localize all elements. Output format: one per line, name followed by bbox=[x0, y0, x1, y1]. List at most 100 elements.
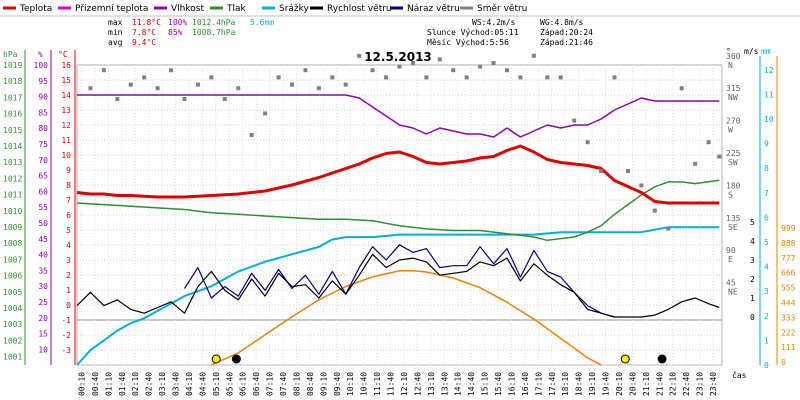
wind-direction-point bbox=[491, 61, 496, 65]
x-tick: 13:10 bbox=[427, 372, 436, 396]
stat-max-label: max bbox=[108, 18, 123, 27]
wind-direction-point bbox=[451, 68, 456, 73]
humidity-tick: 40 bbox=[38, 251, 48, 260]
x-tick: 15:10 bbox=[481, 372, 490, 396]
wind-tick: 4 bbox=[750, 237, 755, 246]
x-tick: 16:40 bbox=[521, 372, 530, 396]
wind-direction-point bbox=[169, 68, 174, 73]
wind-direction-point bbox=[612, 75, 617, 80]
pressure-tick: 1009 bbox=[3, 223, 22, 232]
wind-direction-point bbox=[652, 208, 657, 213]
wind-direction-point bbox=[343, 82, 348, 87]
x-tick: 10:40 bbox=[360, 372, 369, 396]
x-tick: 12:40 bbox=[413, 372, 422, 396]
stat-min-label: min bbox=[108, 28, 123, 37]
wind-direction-point bbox=[693, 161, 698, 166]
direction-tick-label: NE bbox=[728, 288, 738, 297]
sun-tick: 888 bbox=[781, 239, 796, 248]
wind-direction-point bbox=[397, 64, 402, 69]
wind-direction-point bbox=[437, 57, 442, 62]
x-tick: 06:40 bbox=[252, 372, 261, 396]
pressure-tick: 1007 bbox=[3, 255, 22, 264]
wind-direction-point bbox=[236, 86, 241, 91]
temperature-tick: 15 bbox=[61, 76, 71, 85]
pressure-tick: 1002 bbox=[3, 336, 22, 345]
wind-tick: 5 bbox=[750, 218, 755, 227]
moonset-marker bbox=[657, 354, 667, 364]
direction-tick-label: S bbox=[728, 190, 733, 199]
humidity-tick: 85 bbox=[38, 108, 48, 117]
humidity-tick: 75 bbox=[38, 140, 48, 149]
wind-direction-point bbox=[88, 86, 93, 91]
wind-direction-point bbox=[666, 226, 671, 231]
temperature-tick: 4 bbox=[66, 241, 71, 250]
temperature-tick: -3 bbox=[61, 346, 71, 355]
wind-tick: 0 bbox=[750, 313, 755, 322]
series-humidity bbox=[77, 94, 720, 138]
humidity-tick: 55 bbox=[38, 203, 48, 212]
x-tick: 07:40 bbox=[279, 372, 288, 396]
wind-direction-point bbox=[316, 86, 321, 91]
series-layer bbox=[76, 53, 722, 366]
direction-tick: 90 bbox=[726, 246, 736, 255]
wind-direction-point bbox=[679, 86, 684, 91]
stat-max-hum: 100% bbox=[168, 18, 187, 27]
stat-max-temp: 11.8°C bbox=[132, 18, 161, 27]
sun-tick: 777 bbox=[781, 254, 796, 263]
x-tick: 17:40 bbox=[548, 372, 557, 396]
x-tick: 15:40 bbox=[494, 372, 503, 396]
stat-min-hum: 85% bbox=[168, 28, 183, 37]
sun-tick: 222 bbox=[781, 328, 796, 337]
series-rain bbox=[76, 226, 720, 366]
temperature-tick: 9 bbox=[66, 166, 71, 175]
rain-tick: 0 bbox=[764, 361, 769, 370]
x-tick: 04:10 bbox=[185, 372, 194, 396]
temperature-tick: 14 bbox=[61, 91, 71, 100]
temperature-tick: 16 bbox=[61, 61, 71, 70]
x-tick: 05:40 bbox=[225, 372, 234, 396]
humidity-tick: 50 bbox=[38, 219, 48, 228]
temperature-tick: 11 bbox=[61, 136, 71, 145]
sun-tick: 333 bbox=[781, 313, 796, 322]
x-tick: 12:10 bbox=[400, 372, 409, 396]
wind-direction-point bbox=[545, 75, 550, 80]
wind-direction-point bbox=[505, 68, 509, 73]
temperature-tick: 13 bbox=[61, 106, 71, 115]
rain-tick: 3 bbox=[764, 287, 769, 296]
x-axis-unit: čas bbox=[732, 370, 747, 380]
wind-direction-point bbox=[195, 82, 200, 87]
stat-max-press: 1012.4hPa bbox=[192, 18, 236, 27]
x-tick: 01:40 bbox=[118, 372, 127, 396]
temperature-tick: 8 bbox=[66, 181, 71, 190]
pressure-tick: 1005 bbox=[3, 288, 22, 297]
rain-tick: 8 bbox=[764, 164, 769, 173]
x-tick: 09:10 bbox=[319, 372, 328, 396]
rain-tick: 11 bbox=[764, 90, 774, 99]
moonrise-marker bbox=[231, 354, 241, 364]
x-tick: 13:40 bbox=[440, 372, 449, 396]
x-tick: 01:10 bbox=[104, 372, 113, 396]
wind-wg: WG:4.8m/s bbox=[540, 18, 584, 27]
humidity-tick: 15 bbox=[38, 330, 48, 339]
temperature-axis-unit: °C bbox=[58, 50, 68, 59]
x-tick: 05:10 bbox=[212, 372, 221, 396]
wind-direction-point bbox=[518, 75, 523, 80]
direction-tick: 180 bbox=[726, 181, 741, 190]
x-tick: 07:10 bbox=[266, 372, 275, 396]
x-tick: 22:10 bbox=[669, 372, 678, 396]
direction-tick: 45 bbox=[726, 279, 736, 288]
wind-direction-point bbox=[464, 75, 469, 80]
wind-direction-point bbox=[128, 82, 133, 87]
wind-direction-point bbox=[558, 75, 563, 80]
sun-tick: 999 bbox=[781, 224, 796, 233]
wind-direction-point bbox=[531, 53, 536, 58]
temperature-tick: -2 bbox=[61, 331, 71, 340]
pressure-tick: 1014 bbox=[3, 142, 22, 151]
pressure-tick: 1004 bbox=[3, 304, 22, 313]
legend: Teplota Přízemní teplota Vlhkost Tlak Srážky… bbox=[0, 4, 800, 17]
x-tick: 02:10 bbox=[131, 372, 140, 396]
wind-direction-point bbox=[357, 53, 362, 58]
humidity-tick: 70 bbox=[38, 156, 48, 165]
chart-title: 12.5.2013 bbox=[364, 50, 432, 64]
moon-rise: Měsíc Východ:5:56 bbox=[427, 38, 509, 47]
